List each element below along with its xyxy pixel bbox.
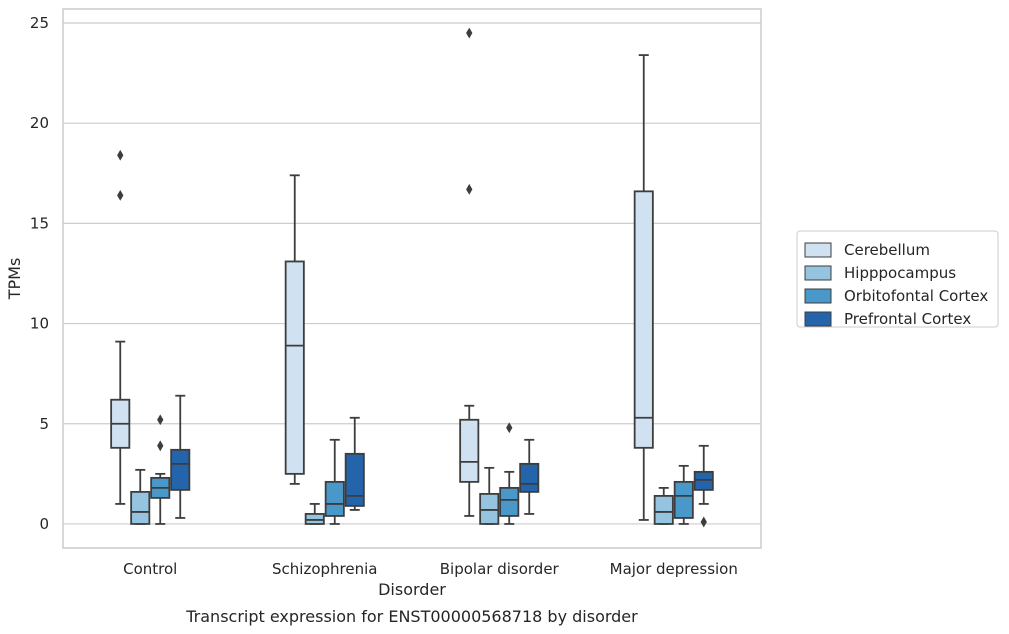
x-tick-label: Major depression xyxy=(610,560,738,578)
x-tick-label: Schizophrenia xyxy=(272,560,377,578)
legend-label: Prefrontal Cortex xyxy=(844,310,971,328)
box-mark xyxy=(479,466,500,525)
legend-label: Cerebellum xyxy=(844,241,930,259)
legend-swatch xyxy=(804,288,832,304)
box-body xyxy=(633,190,654,449)
box-body xyxy=(130,490,151,525)
outlier-point xyxy=(157,440,164,452)
y-tick-label: 5 xyxy=(39,415,49,433)
x-axis-ticks: Control Schizophrenia Bipolar disorder Majo… xyxy=(123,560,738,578)
legend-frame xyxy=(796,230,999,328)
legend: Cerebellum Hipppocampus Orbitofontal Corte… xyxy=(796,230,999,328)
box-body xyxy=(459,418,480,483)
box-mark xyxy=(324,438,345,525)
x-tick-label: Bipolar disorder xyxy=(440,560,560,578)
box-mark xyxy=(499,422,520,525)
legend-label: Orbitofontal Cortex xyxy=(844,287,988,305)
outlier-point xyxy=(700,516,707,528)
x-tick-label: Control xyxy=(123,560,177,578)
y-tick-label: 0 xyxy=(39,515,49,533)
box-body xyxy=(519,462,540,493)
box-body xyxy=(344,452,365,507)
box-body xyxy=(499,486,520,517)
box-mark xyxy=(519,438,540,515)
box-body xyxy=(170,448,191,491)
outlier-point xyxy=(466,27,473,39)
series-hipppocampus xyxy=(130,466,674,525)
legend-swatch xyxy=(804,265,832,281)
box-mark xyxy=(633,54,654,521)
box-mark xyxy=(344,416,365,511)
chart-caption: Transcript expression for ENST0000056871… xyxy=(185,607,638,626)
box-mark xyxy=(150,414,171,525)
gridlines xyxy=(63,22,761,525)
x-axis-label: Disorder xyxy=(378,580,446,599)
box-body xyxy=(479,492,500,525)
box-mark xyxy=(459,27,480,517)
box-body xyxy=(324,480,345,517)
box-series xyxy=(110,27,714,528)
box-mark xyxy=(110,149,131,505)
outlier-point xyxy=(466,183,473,195)
y-axis-label: TPMs xyxy=(5,258,24,301)
y-tick-label: 10 xyxy=(30,315,49,333)
box-mark xyxy=(284,174,305,485)
y-axis-ticks: 0 5 10 15 20 25 xyxy=(30,14,49,533)
outlier-point xyxy=(506,422,513,434)
box-body xyxy=(284,260,305,475)
y-tick-label: 25 xyxy=(30,14,49,32)
outlier-point xyxy=(117,189,124,201)
legend-swatch xyxy=(804,311,832,327)
legend-swatch xyxy=(804,242,832,258)
outlier-point xyxy=(117,149,124,161)
box-body xyxy=(304,513,325,525)
box-mark xyxy=(673,464,694,525)
box-mark xyxy=(304,503,325,525)
box-body xyxy=(653,495,674,525)
box-mark xyxy=(693,444,714,528)
box-mark xyxy=(130,468,151,525)
series-cerebellum xyxy=(110,27,654,521)
box-mark xyxy=(653,486,674,525)
y-tick-label: 15 xyxy=(30,214,49,232)
legend-label: Hipppocampus xyxy=(844,264,956,282)
box-body xyxy=(693,470,714,491)
outlier-point xyxy=(157,414,164,426)
y-tick-label: 20 xyxy=(30,114,49,132)
box-mark xyxy=(170,394,191,519)
box-body xyxy=(673,480,694,519)
series-prefrontal-cortex xyxy=(170,394,714,528)
series-orbitofontal-cortex xyxy=(150,414,694,525)
plot-area-frame xyxy=(62,8,762,549)
